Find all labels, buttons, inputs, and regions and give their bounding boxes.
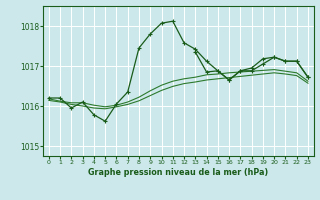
X-axis label: Graphe pression niveau de la mer (hPa): Graphe pression niveau de la mer (hPa) [88,168,268,177]
